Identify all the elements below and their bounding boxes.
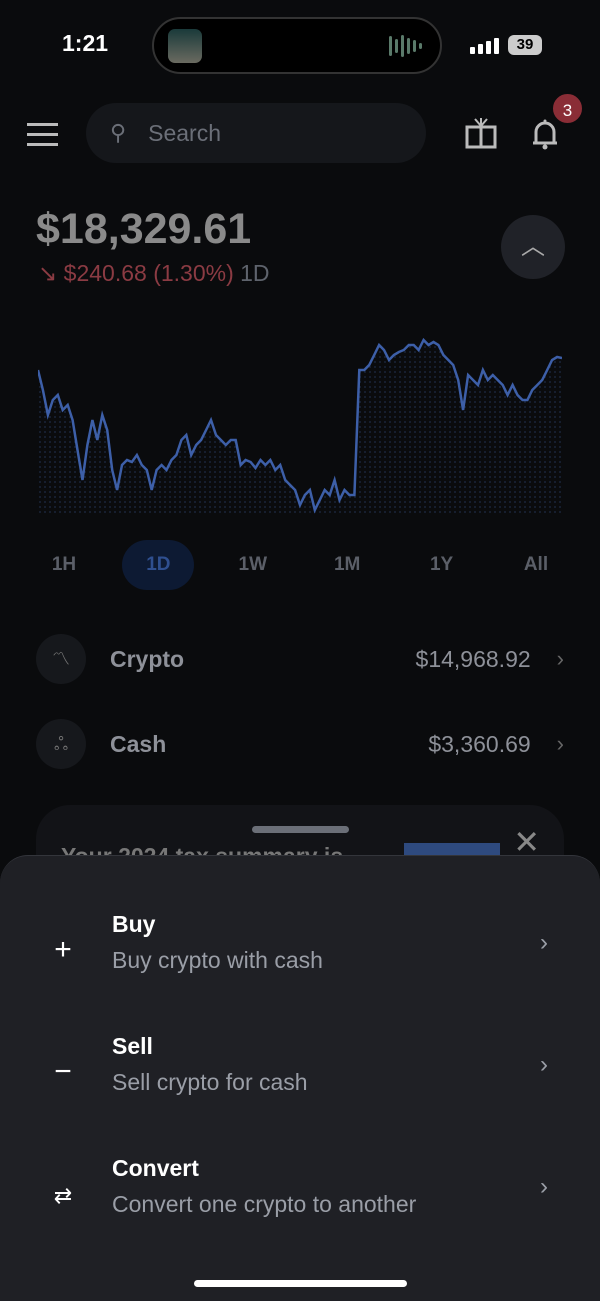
- swap-icon: ⇄: [53, 1183, 73, 1208]
- asset-label: Cash: [110, 730, 167, 757]
- tab-1w[interactable]: 1W: [238, 554, 268, 575]
- plus-icon: +: [54, 933, 72, 966]
- down-arrow-icon: ↘: [38, 260, 58, 286]
- chevron-right-icon: ›: [540, 1173, 548, 1200]
- chevron-right-icon: ›: [540, 1051, 548, 1078]
- change-amount: $240.68 (1.30%): [63, 260, 234, 286]
- asset-value: $14,968.92: [415, 645, 531, 672]
- option-subtitle: Sell crypto for cash: [112, 1069, 308, 1095]
- time-range-tabs: 1H 1D 1W 1M 1Y All: [28, 540, 572, 590]
- search-placeholder: Search: [148, 119, 221, 146]
- asset-row-crypto[interactable]: 〽 Crypto $14,968.92 ›: [36, 634, 564, 684]
- close-icon[interactable]: ✕: [513, 824, 540, 860]
- chevron-right-icon: ›: [540, 929, 548, 956]
- asset-value: $3,360.69: [428, 730, 531, 757]
- convert-option[interactable]: ⇄ Convert Convert one crypto to another …: [0, 1155, 600, 1245]
- option-subtitle: Buy crypto with cash: [112, 947, 323, 973]
- home-indicator[interactable]: [194, 1280, 407, 1287]
- asset-label: Crypto: [110, 645, 185, 672]
- option-title: Sell: [112, 1033, 153, 1059]
- tab-all[interactable]: All: [523, 554, 549, 575]
- change-period: 1D: [240, 260, 270, 286]
- status-time: 1:21: [62, 30, 109, 56]
- portfolio-balance: $18,329.61: [36, 205, 252, 253]
- dynamic-island[interactable]: [152, 17, 442, 74]
- now-playing-artwork: [168, 29, 202, 63]
- chevron-right-icon: ›: [556, 731, 564, 756]
- notification-badge: 3: [551, 92, 584, 125]
- search-icon: ⚲: [110, 120, 127, 145]
- menu-icon[interactable]: [27, 123, 58, 153]
- audio-waveform-icon: [389, 35, 422, 57]
- battery-icon: 39: [508, 35, 542, 55]
- chevron-right-icon: ›: [556, 646, 564, 671]
- portfolio-change: ↘ $240.68 (1.30%) 1D: [38, 260, 270, 287]
- tab-1y[interactable]: 1Y: [429, 554, 454, 575]
- tab-1m[interactable]: 1M: [333, 554, 361, 575]
- bell-icon[interactable]: [528, 115, 562, 151]
- collapse-button[interactable]: ︿: [501, 215, 565, 279]
- coins-icon: ஃ: [36, 719, 86, 769]
- option-subtitle: Convert one crypto to another: [112, 1191, 417, 1217]
- asset-row-cash[interactable]: ஃ Cash $3,360.69 ›: [36, 719, 564, 769]
- buy-option[interactable]: + Buy Buy crypto with cash ›: [0, 911, 600, 1001]
- option-title: Convert: [112, 1155, 199, 1181]
- search-input[interactable]: ⚲ Search: [86, 103, 426, 163]
- chart-line-icon: 〽: [36, 634, 86, 684]
- signal-icon: [470, 38, 499, 54]
- sell-option[interactable]: − Sell Sell crypto for cash ›: [0, 1033, 600, 1123]
- chart-line: [38, 337, 562, 514]
- tab-1d[interactable]: 1D: [122, 540, 195, 590]
- portfolio-chart[interactable]: [38, 330, 562, 515]
- trade-action-sheet: + Buy Buy crypto with cash › − Sell Sell…: [0, 855, 600, 1301]
- tab-1h[interactable]: 1H: [51, 554, 77, 575]
- sheet-drag-handle[interactable]: [252, 826, 349, 833]
- chevron-up-icon: ︿: [521, 233, 545, 260]
- gift-icon[interactable]: [465, 117, 497, 149]
- minus-icon: −: [54, 1055, 72, 1088]
- option-title: Buy: [112, 911, 156, 937]
- chart-area: [38, 340, 562, 515]
